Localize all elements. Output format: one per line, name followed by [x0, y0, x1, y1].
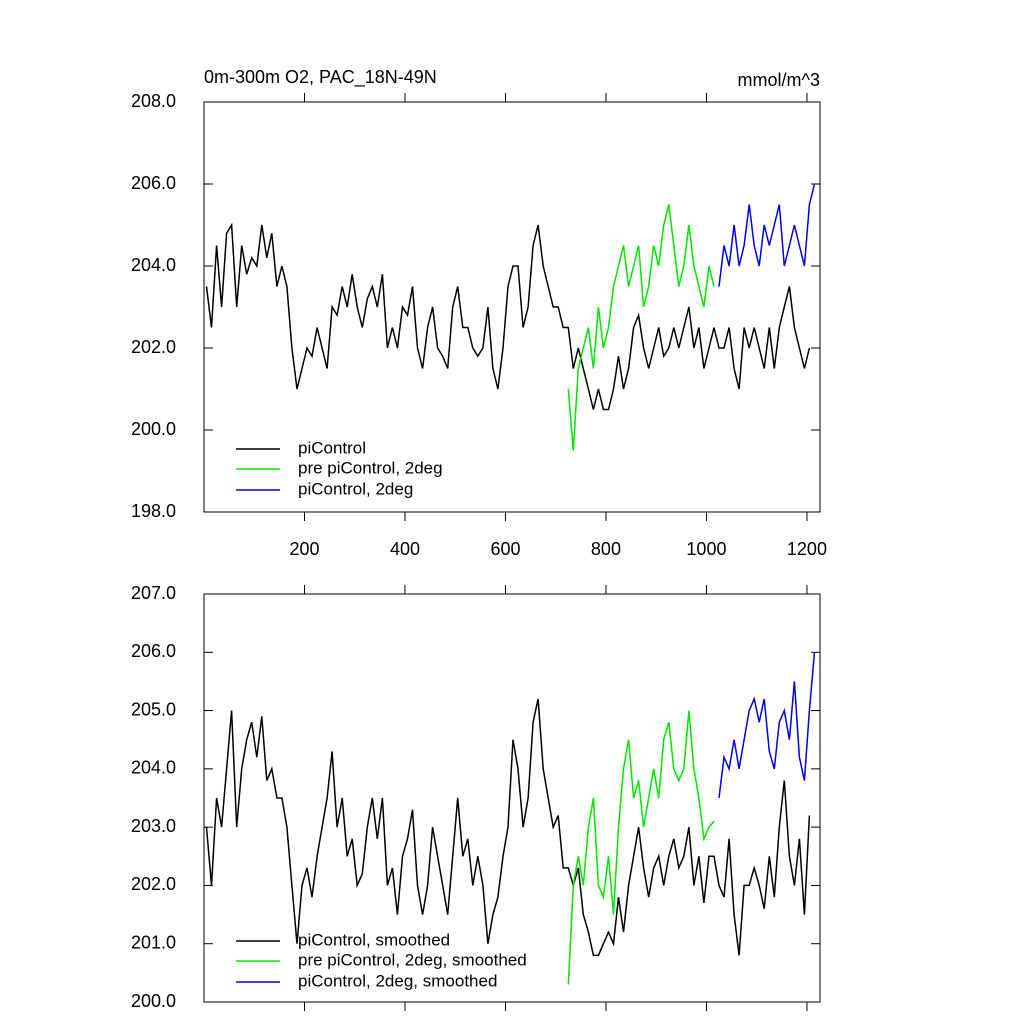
- y-tick-label: 204.0: [131, 255, 176, 275]
- y-tick-label: 206.0: [131, 641, 176, 661]
- chart-title: 0m-300m O2, PAC_18N-49N: [204, 67, 437, 88]
- series-line: [205, 698, 811, 957]
- legend-label: piControl, 2deg: [298, 479, 413, 498]
- legend-label: piControl, 2deg, smoothed: [298, 971, 497, 990]
- x-tick-label: 600: [490, 539, 520, 559]
- x-tick-label: 200: [289, 539, 319, 559]
- series-line: [718, 183, 816, 287]
- series-line: [567, 204, 715, 451]
- y-tick-label: 198.0: [131, 501, 176, 521]
- plot-frame: [203, 101, 821, 513]
- y-tick-label: 205.0: [131, 699, 176, 719]
- y-tick-label: 206.0: [131, 173, 176, 193]
- x-tick-label: 1200: [787, 539, 827, 559]
- plot-frame: [203, 593, 821, 1003]
- y-tick-label: 202.0: [131, 874, 176, 894]
- y-tick-label: 208.0: [131, 91, 176, 111]
- y-tick-label: 202.0: [131, 337, 176, 357]
- units-label: mmol/m^3: [738, 70, 820, 90]
- legend-label: pre piControl, 2deg: [298, 458, 443, 477]
- y-tick-label: 204.0: [131, 758, 176, 778]
- legend-label: pre piControl, 2deg, smoothed: [298, 950, 527, 969]
- legend-label: piControl, smoothed: [298, 930, 450, 949]
- y-tick-label: 200.0: [131, 991, 176, 1011]
- series-line: [718, 652, 816, 799]
- series-line: [567, 710, 715, 985]
- legend-label: piControl: [298, 438, 366, 457]
- x-tick-label: 400: [390, 539, 420, 559]
- y-tick-label: 200.0: [131, 419, 176, 439]
- x-tick-label: 800: [591, 539, 621, 559]
- y-tick-label: 203.0: [131, 816, 176, 836]
- y-tick-label: 207.0: [131, 583, 176, 603]
- y-tick-label: 201.0: [131, 932, 176, 952]
- x-tick-label: 1000: [686, 539, 726, 559]
- series-line: [205, 222, 811, 411]
